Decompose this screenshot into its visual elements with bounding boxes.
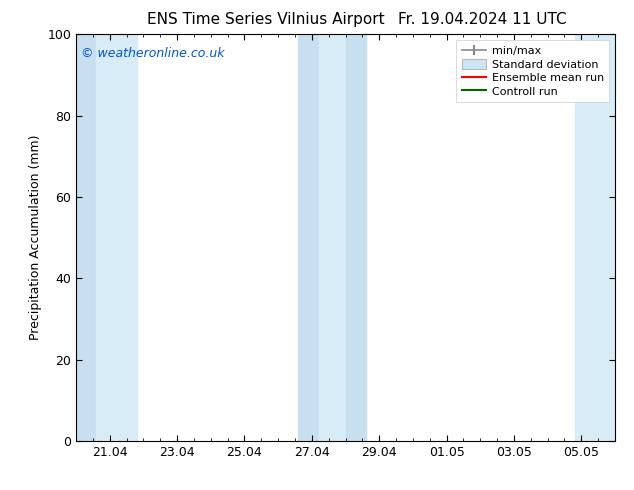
Text: ENS Time Series Vilnius Airport: ENS Time Series Vilnius Airport [148, 12, 385, 27]
Text: © weatheronline.co.uk: © weatheronline.co.uk [81, 47, 225, 59]
Bar [346, 34, 366, 441]
Bar [318, 34, 346, 441]
Bar [574, 34, 615, 441]
Bar [96, 34, 137, 441]
Bar [299, 34, 318, 441]
Text: Fr. 19.04.2024 11 UTC: Fr. 19.04.2024 11 UTC [398, 12, 566, 27]
Legend: min/max, Standard deviation, Ensemble mean run, Controll run: min/max, Standard deviation, Ensemble me… [456, 40, 609, 102]
Bar [76, 34, 96, 441]
Y-axis label: Precipitation Accumulation (mm): Precipitation Accumulation (mm) [29, 135, 42, 341]
